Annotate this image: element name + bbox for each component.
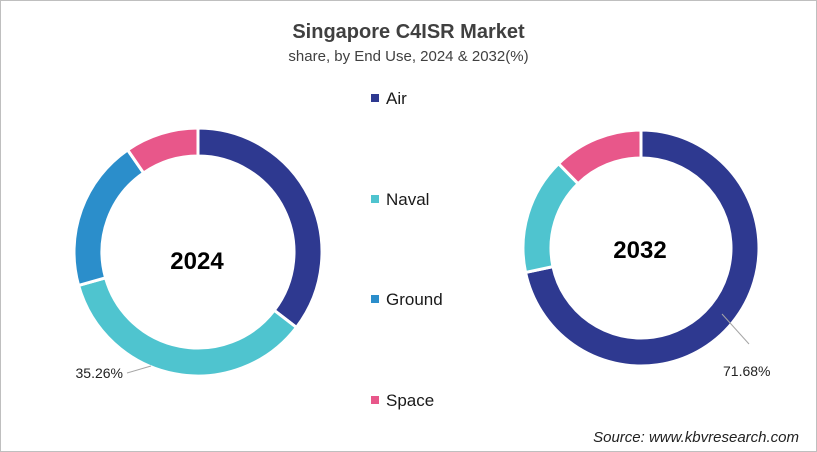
legend-item-naval[interactable]: Naval xyxy=(371,190,429,209)
data-label-2032-air: 71.68% xyxy=(723,363,770,379)
slice-2032-air xyxy=(523,128,761,368)
donut-2024 xyxy=(72,126,324,378)
slice-2024-space xyxy=(125,126,200,176)
legend-swatch-air xyxy=(371,94,379,102)
donut-2032 xyxy=(521,128,761,368)
legend-swatch-naval xyxy=(371,195,379,203)
legend-swatch-ground xyxy=(371,295,379,303)
slice-2032-space xyxy=(556,128,643,186)
legend-label-space: Space xyxy=(386,391,434,410)
leader-line-2024 xyxy=(126,365,152,374)
legend-label-ground: Ground xyxy=(386,290,443,309)
source-note: Source: www.kbvresearch.com xyxy=(593,429,799,446)
legend-item-air[interactable]: Air xyxy=(371,89,407,108)
chart-subtitle: share, by End Use, 2024 & 2032(%) xyxy=(288,48,529,65)
leader-line-2032 xyxy=(721,313,750,345)
center-label-2024: 2024 xyxy=(170,248,224,275)
chart-title: Singapore C4ISR Market xyxy=(292,21,525,43)
slice-2024-ground xyxy=(72,147,146,288)
legend-swatch-space xyxy=(371,396,379,404)
legend-item-ground[interactable]: Ground xyxy=(371,290,443,309)
legend: Air Naval Ground Space xyxy=(371,89,443,410)
legend-label-air: Air xyxy=(386,89,407,108)
slice-2024-naval xyxy=(76,276,299,378)
legend-label-naval: Naval xyxy=(386,190,429,209)
legend-item-space[interactable]: Space xyxy=(371,391,434,410)
data-label-2024-naval: 35.26% xyxy=(76,365,123,381)
slice-2032-naval xyxy=(521,161,581,275)
slice-2024-air xyxy=(196,126,324,330)
center-label-2032: 2032 xyxy=(613,237,666,264)
